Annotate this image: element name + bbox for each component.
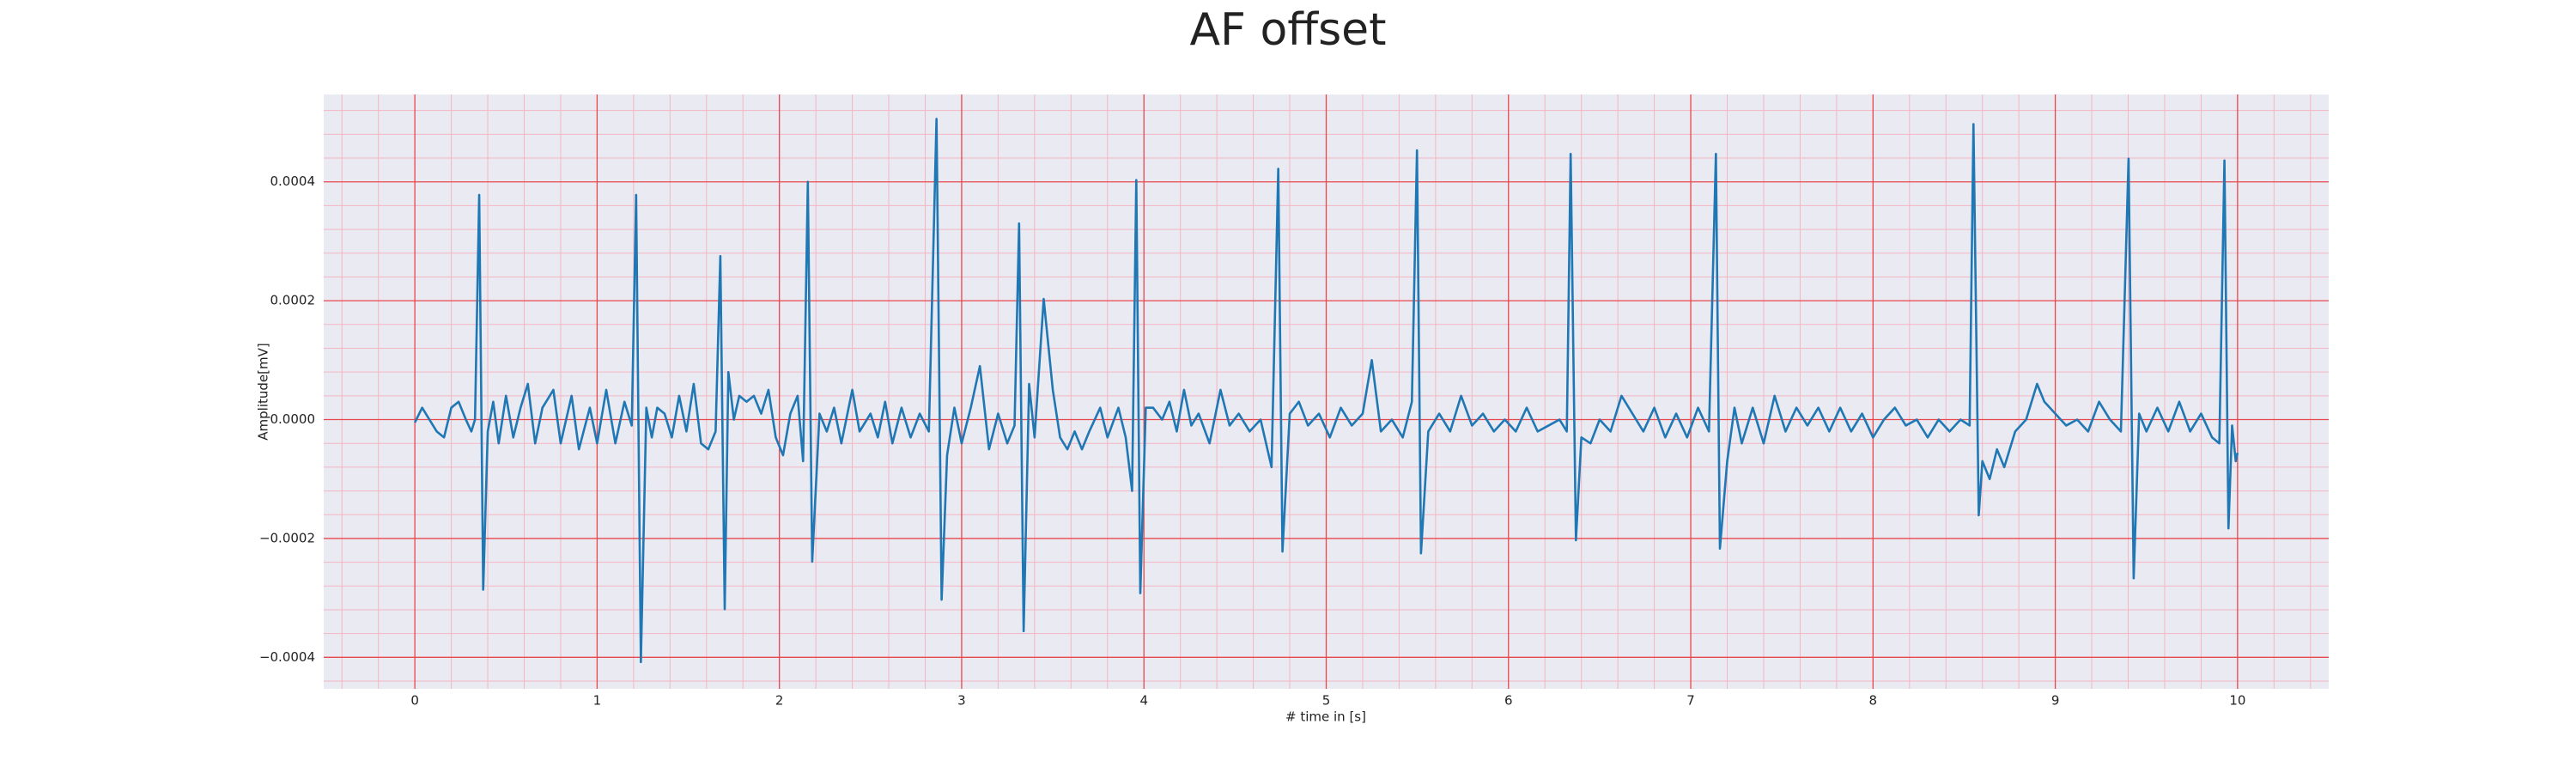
x-tick-label: 2 <box>775 693 784 709</box>
x-tick-label: 1 <box>593 693 602 709</box>
y-tick-label: −0.0004 <box>259 649 315 665</box>
y-tick-label: 0.0002 <box>270 293 316 308</box>
chart-title: AF offset <box>1189 4 1386 56</box>
y-axis-label: Amplitude[mV] <box>256 343 271 440</box>
x-tick-label: 10 <box>2229 693 2245 709</box>
x-tick-label: 0 <box>410 693 419 709</box>
x-tick-label: 3 <box>957 693 966 709</box>
y-tick-label: −0.0002 <box>259 530 315 545</box>
x-tick-label: 9 <box>2051 693 2060 709</box>
x-tick-label: 8 <box>1869 693 1878 709</box>
x-tick-label: 7 <box>1686 693 1695 709</box>
x-tick-label: 6 <box>1504 693 1513 709</box>
signal-line <box>413 118 2239 664</box>
y-tick-label: 0.0000 <box>270 411 316 427</box>
y-tick-label: 0.0004 <box>270 173 316 189</box>
x-axis-label: # time in [s] <box>1285 709 1366 725</box>
x-tick-label: 5 <box>1322 693 1331 709</box>
x-tick-label: 4 <box>1139 693 1148 709</box>
